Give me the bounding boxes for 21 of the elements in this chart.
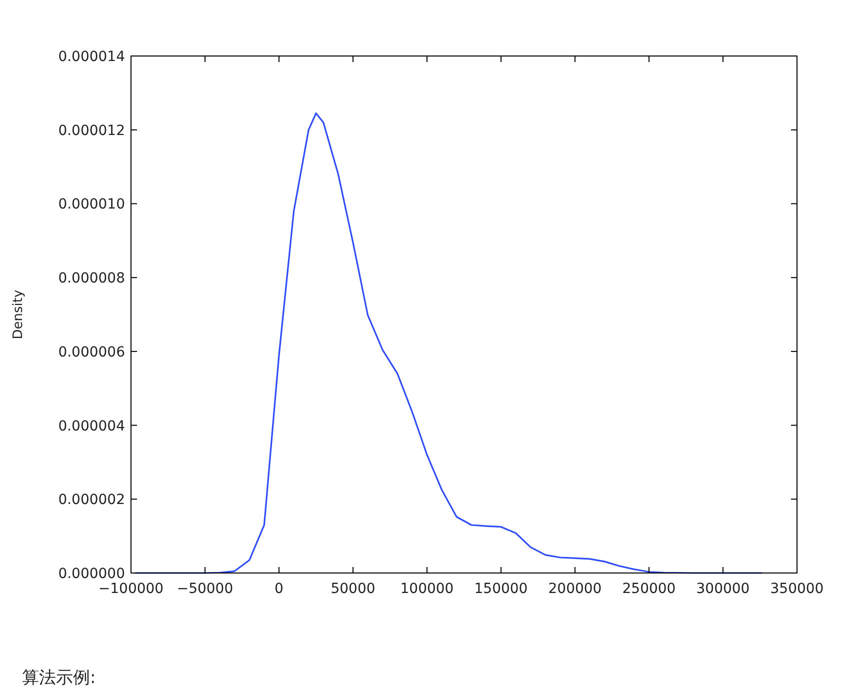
x-tick-label: 200000 [548, 581, 602, 597]
x-tick-label: 100000 [400, 581, 454, 597]
y-tick-label: 0.000010 [58, 196, 125, 213]
x-tick-label: 0 [274, 581, 284, 597]
x-tick-label: 150000 [474, 581, 528, 597]
text: 算法示例: [22, 668, 96, 688]
y-tick-label: 0.000006 [58, 344, 126, 360]
x-tick-label: 50000 [330, 581, 376, 597]
y-tick-label: 0.000012 [58, 122, 125, 139]
y-tick-label: 0.000004 [58, 418, 126, 434]
y-tick-label: 0.000000 [58, 566, 125, 582]
y-tick-label: 0.000008 [58, 270, 125, 287]
x-tick-label: −100000 [98, 581, 164, 597]
x-tick-label: 350000 [770, 581, 824, 597]
x-tick-label: 250000 [622, 581, 676, 597]
y-axis-title: Density [11, 289, 26, 340]
x-tick-label: 300000 [696, 581, 750, 597]
x-tick-label: −50000 [176, 581, 234, 597]
y-tick-label: 0.000014 [58, 49, 126, 65]
y-tick-label: 0.000002 [58, 492, 125, 508]
line-series [134, 112, 762, 574]
